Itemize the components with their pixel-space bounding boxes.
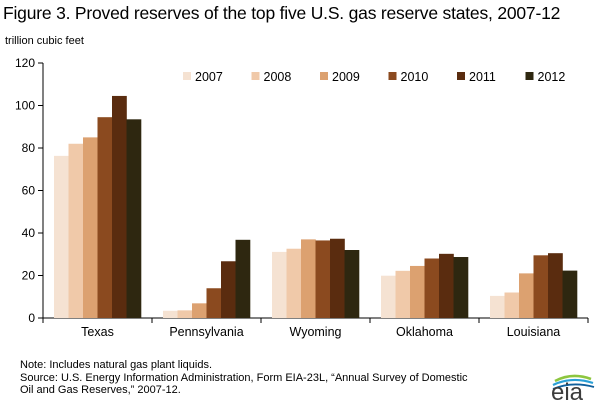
bar-2009-pennsylvania	[192, 303, 207, 318]
legend-label-2007: 2007	[195, 70, 223, 84]
bar-2011-wyoming	[330, 238, 345, 318]
bar-2007-texas	[54, 155, 69, 318]
bar-2011-pennsylvania	[221, 261, 236, 318]
bar-2007-wyoming	[272, 251, 287, 318]
logo-arc-top	[554, 374, 592, 383]
bar-2010-oklahoma	[424, 258, 440, 318]
bar-2008-pennsylvania	[177, 310, 193, 318]
x-axis: Texas Pennsylvania Wyoming Oklahoma Louisian…	[42, 317, 589, 339]
chart-title: Figure 3. Proved reserves of the top fiv…	[3, 3, 561, 23]
bar-2009-texas	[83, 137, 98, 318]
legend-label-2012: 2012	[538, 70, 566, 84]
y-tick-label: 100	[15, 99, 35, 113]
bar-2009-louisiana	[519, 273, 534, 318]
bar-2007-pennsylvania	[163, 310, 178, 318]
legend-swatch-2010	[388, 72, 397, 80]
x-tick-label: Wyoming	[290, 325, 342, 339]
bar-chart: 0 20 40 60 80 100 120 Texas Pennsylvania Wyoming…	[15, 56, 589, 339]
bar-series-group	[54, 95, 578, 318]
bar-2012-pennsylvania	[235, 239, 251, 318]
bar-2009-wyoming	[301, 239, 316, 318]
source-text-line-1: Source: U.S. Energy Information Administ…	[20, 371, 468, 384]
y-axis-unit-label: trillion cubic feet	[5, 35, 84, 47]
bar-2012-texas	[126, 119, 142, 318]
note-text: Note: Includes natural gas plant liquids…	[20, 359, 213, 371]
legend-swatch-2009	[320, 72, 328, 80]
x-tick-label: Oklahoma	[396, 325, 453, 339]
bar-2012-oklahoma	[453, 257, 469, 318]
bar-2010-texas	[97, 117, 113, 318]
eia-logo: eia	[551, 374, 595, 402]
bar-2010-louisiana	[533, 255, 549, 318]
y-tick-label: 80	[22, 141, 36, 155]
bar-2007-oklahoma	[381, 275, 396, 318]
x-tick-label: Pennsylvania	[169, 325, 243, 339]
bar-2012-wyoming	[344, 250, 360, 318]
legend-label-2011: 2011	[469, 70, 496, 84]
logo-arc-mid	[552, 378, 594, 386]
source-text-line-2: Oil and Gas Reserves,” 2007-12.	[20, 384, 181, 396]
bar-2007-louisiana	[490, 295, 505, 318]
legend-swatch-2012	[525, 72, 534, 80]
y-tick-label: 60	[22, 184, 36, 198]
bar-2010-pennsylvania	[206, 288, 222, 318]
bar-2008-texas	[68, 143, 84, 318]
x-tick-label: Texas	[81, 325, 114, 339]
logo-arc-low	[552, 383, 595, 390]
y-axis: 0 20 40 60 80 100 120	[15, 56, 44, 325]
legend: 2007 2008 2009 2010 2011 2012	[183, 70, 565, 84]
legend-swatch-2007	[183, 72, 191, 80]
bar-2008-louisiana	[504, 292, 520, 318]
legend-label-2009: 2009	[332, 70, 360, 84]
logo-text: eia	[551, 379, 584, 402]
legend-label-2008: 2008	[264, 70, 292, 84]
chart-notes: Note: Includes natural gas plant liquids…	[20, 359, 468, 397]
bar-2009-oklahoma	[410, 265, 425, 318]
bar-2011-texas	[112, 95, 127, 318]
legend-label-2010: 2010	[401, 70, 429, 84]
bar-2010-wyoming	[315, 240, 331, 318]
y-tick-label: 0	[28, 311, 35, 325]
y-tick-label: 20	[22, 269, 36, 283]
bar-2008-oklahoma	[395, 270, 411, 318]
y-tick-label: 120	[15, 56, 35, 70]
x-tick-label: Louisiana	[507, 325, 561, 339]
legend-swatch-2011	[457, 72, 465, 80]
bar-2012-louisiana	[562, 270, 578, 318]
bar-2008-wyoming	[286, 248, 302, 318]
bar-2011-louisiana	[548, 253, 563, 318]
legend-swatch-2008	[251, 72, 260, 80]
bar-2011-oklahoma	[439, 253, 454, 318]
y-tick-label: 40	[22, 226, 36, 240]
